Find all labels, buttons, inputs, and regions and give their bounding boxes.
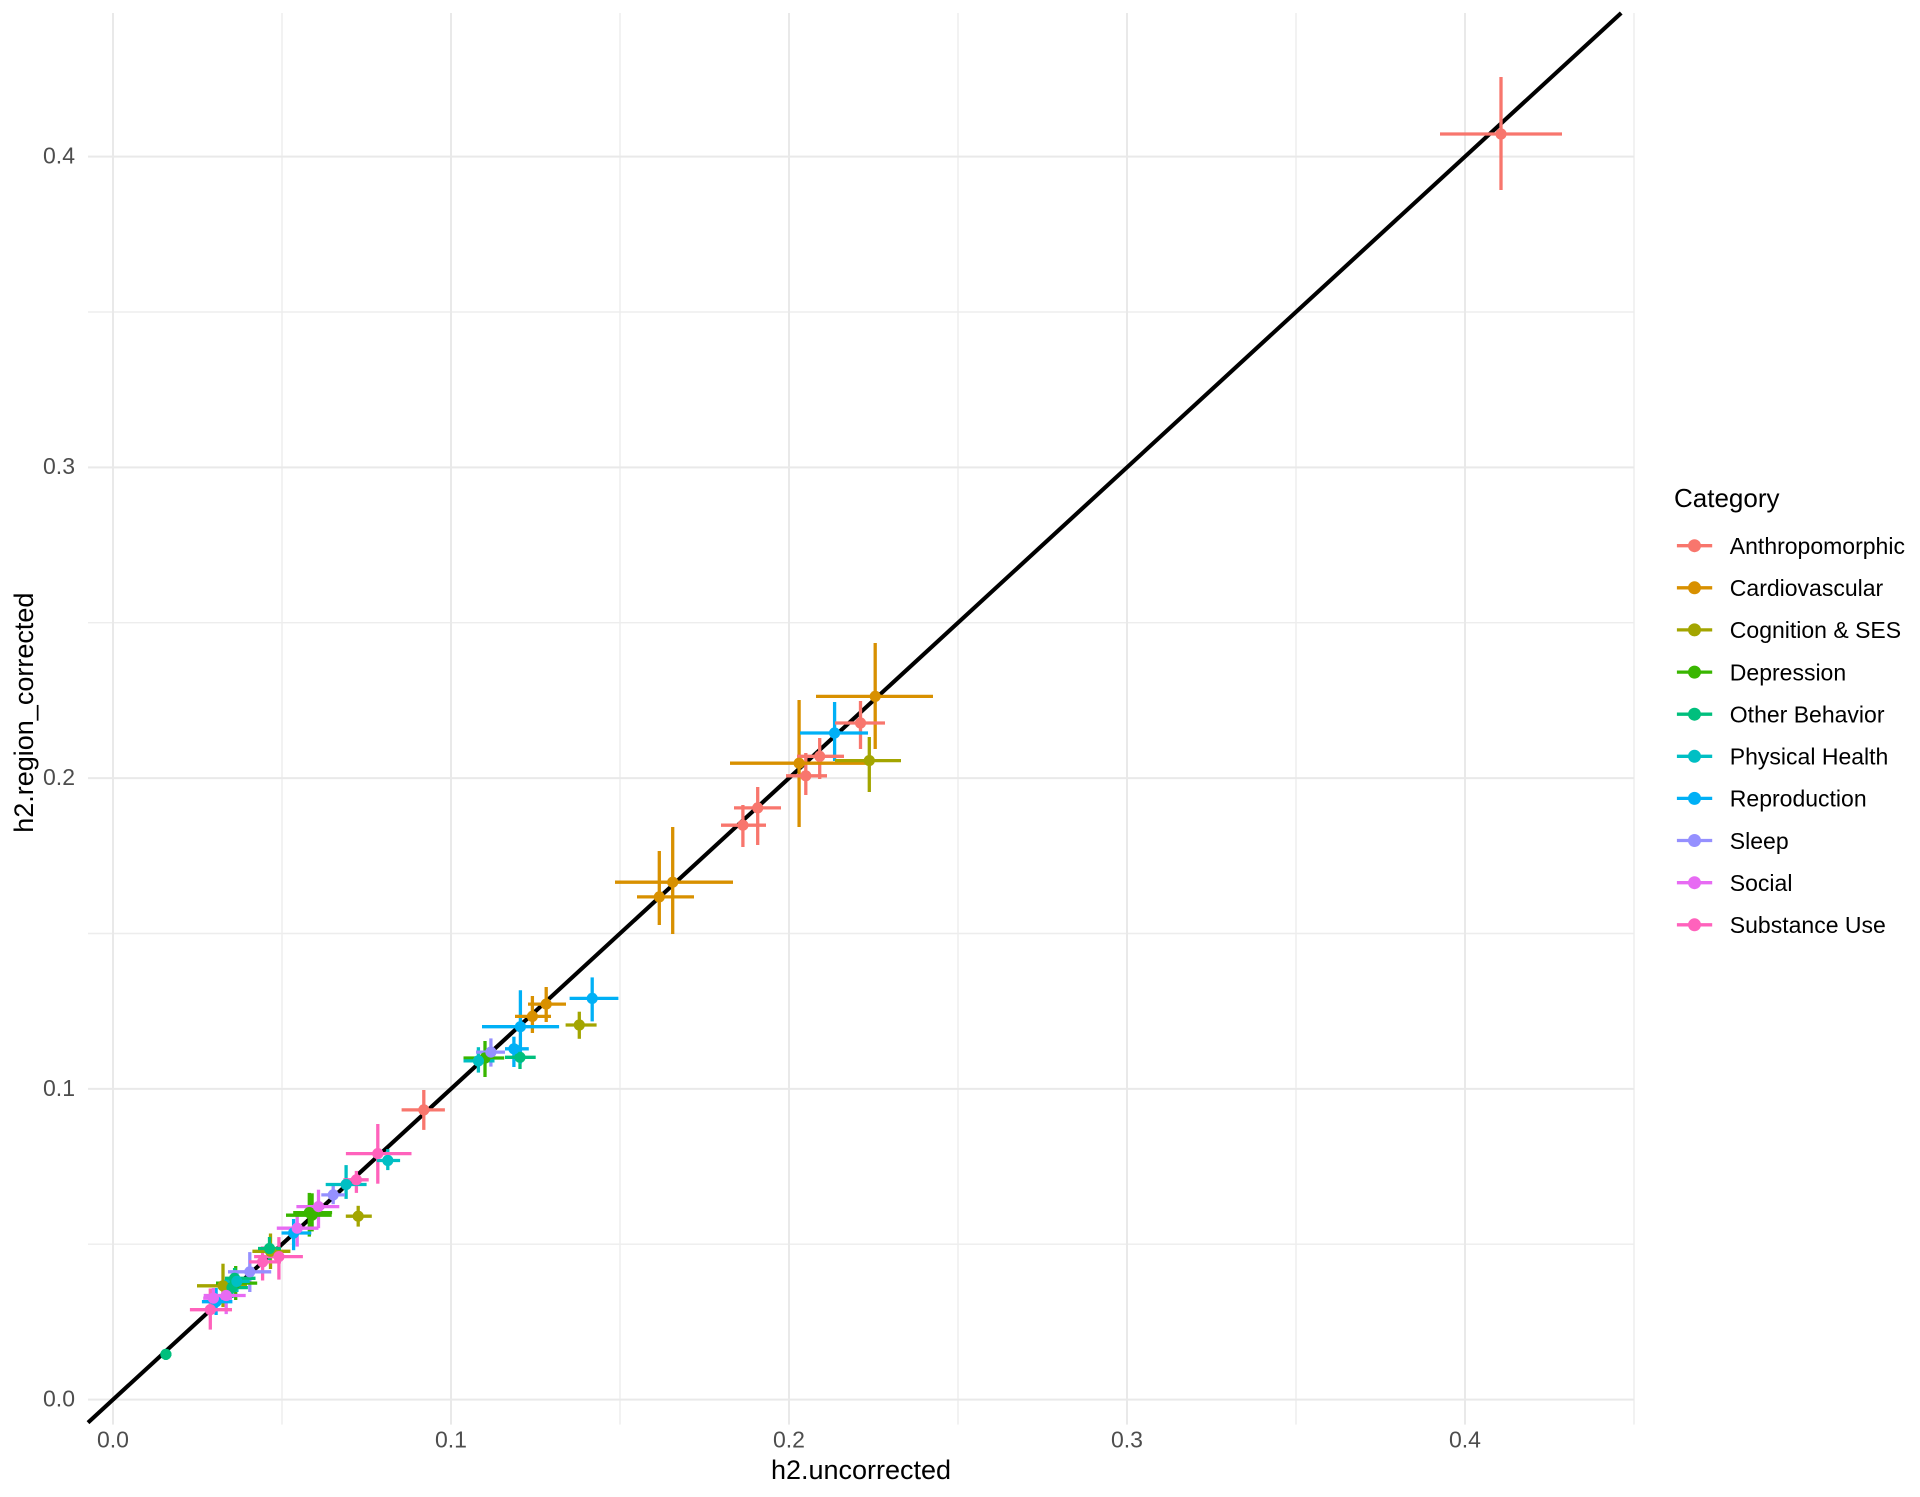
svg-text:0.1: 0.1	[43, 1075, 75, 1101]
svg-text:0.1: 0.1	[435, 1427, 467, 1453]
svg-text:0.3: 0.3	[1111, 1427, 1143, 1453]
svg-text:Depression: Depression	[1730, 659, 1846, 685]
svg-text:0.2: 0.2	[43, 764, 75, 790]
svg-text:Cardiovascular: Cardiovascular	[1730, 575, 1884, 601]
svg-text:Anthropomorphic: Anthropomorphic	[1730, 533, 1905, 559]
svg-text:Cognition & SES: Cognition & SES	[1730, 617, 1901, 643]
svg-text:0.4: 0.4	[1449, 1427, 1481, 1453]
svg-text:Reproduction: Reproduction	[1730, 786, 1867, 812]
svg-text:Other Behavior: Other Behavior	[1730, 702, 1885, 728]
svg-text:Physical Health: Physical Health	[1730, 744, 1889, 770]
svg-text:Category: Category	[1674, 483, 1780, 513]
svg-text:Substance Use: Substance Use	[1730, 912, 1886, 938]
svg-text:Sleep: Sleep	[1730, 828, 1789, 854]
svg-text:Social: Social	[1730, 870, 1793, 896]
svg-text:0.3: 0.3	[43, 453, 75, 479]
svg-text:0.2: 0.2	[773, 1427, 805, 1453]
svg-text:h2.uncorrected: h2.uncorrected	[771, 1455, 951, 1485]
svg-text:0.0: 0.0	[97, 1427, 129, 1453]
svg-text:0.0: 0.0	[43, 1386, 75, 1412]
svg-text:h2.region_corrected: h2.region_corrected	[9, 593, 39, 833]
svg-text:0.4: 0.4	[43, 143, 75, 169]
